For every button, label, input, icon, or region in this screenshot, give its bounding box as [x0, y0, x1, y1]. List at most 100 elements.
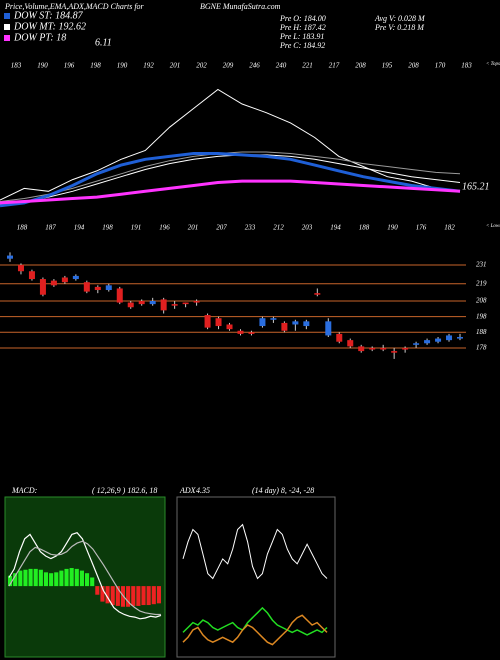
candle-body [226, 324, 233, 330]
candle-body [39, 279, 46, 295]
candle-body [248, 332, 255, 334]
bottom-tag: < Lows [486, 224, 500, 229]
price-line [0, 152, 461, 208]
candle-body [94, 286, 101, 291]
candle-body [149, 300, 156, 305]
stat: Avg V: 0.028 M [374, 14, 426, 23]
macd-bar [95, 586, 100, 595]
macd-bar [131, 586, 136, 606]
adx-params: (14 day) 8, -24, -28 [252, 486, 314, 495]
macd-bar [90, 577, 95, 587]
candle-body [336, 333, 343, 342]
adx-title: ADX [179, 486, 197, 495]
macd-bar [43, 572, 49, 587]
price-line [0, 88, 461, 201]
candle-body [138, 300, 145, 305]
legend-note: 6.11 [95, 37, 112, 48]
macd-bar [100, 586, 105, 602]
stat: Pre H: 187.42 [279, 23, 326, 32]
legend-label: DOW MT: 192.62 [13, 21, 86, 32]
macd-bar [18, 570, 23, 587]
candle-body [402, 347, 409, 350]
legend-swatch [4, 13, 10, 19]
macd-bar [105, 586, 110, 604]
bottom-label: 182 [444, 224, 455, 232]
macd-bar [13, 573, 18, 587]
macd-bar [146, 586, 151, 606]
adx-value: 4.35 [196, 486, 210, 495]
y-tick-label: 178 [476, 344, 487, 352]
price-line [0, 154, 461, 205]
top-label: 195 [382, 62, 393, 70]
top-label: 208 [355, 62, 366, 70]
candle-body [270, 318, 277, 320]
top-label: 202 [196, 62, 207, 70]
macd-bar [126, 586, 131, 607]
candle-body [72, 275, 79, 280]
adx-line [182, 614, 328, 646]
macd-bar [49, 573, 54, 587]
y-tick-label: 219 [476, 279, 487, 287]
candle-body [182, 302, 189, 305]
top-label: 192 [143, 62, 154, 70]
top-label: 183 [11, 62, 22, 70]
bottom-label: 191 [131, 224, 142, 232]
bottom-label: 196 [159, 224, 170, 232]
candle-body [413, 343, 420, 345]
macd-bar [151, 586, 156, 605]
bottom-label: 188 [17, 224, 28, 232]
macd-bar [79, 570, 84, 587]
top-label: 196 [64, 62, 75, 70]
candle-body [292, 321, 299, 325]
top-label: 190 [117, 62, 128, 70]
candle-body [347, 340, 354, 347]
adx-line [182, 523, 328, 580]
macd-bar [38, 569, 43, 587]
top-label: 209 [223, 62, 234, 70]
candle-body [391, 351, 398, 353]
price-line [0, 179, 461, 205]
legend-label: DOW PT: 18 [13, 32, 66, 43]
candle-body [116, 288, 123, 303]
candle-body [314, 293, 321, 295]
macd-bar [69, 568, 74, 587]
macd-bar [64, 568, 69, 587]
candle-body [303, 321, 310, 327]
stat: Pre O: 184.00 [279, 14, 326, 23]
candle-body [446, 335, 453, 341]
macd-bar [115, 586, 120, 606]
top-label: 198 [90, 62, 101, 70]
candle-body [160, 299, 167, 311]
macd-bar [141, 586, 146, 606]
bottom-label: 176 [416, 224, 427, 232]
macd-bar [156, 586, 161, 604]
macd-bar [74, 568, 79, 587]
legend-swatch [4, 24, 10, 30]
stat: Pre V: 0.218 M [374, 23, 425, 32]
candle-body [61, 277, 68, 283]
bottom-label: 188 [359, 224, 370, 232]
candle-body [50, 280, 57, 286]
candle-body [83, 282, 90, 292]
top-label: 183 [461, 62, 472, 70]
top-label: 221 [302, 62, 313, 70]
candle-body [424, 340, 431, 344]
candle-body [325, 321, 332, 336]
candle-body [358, 346, 365, 352]
top-label: 201 [170, 62, 181, 70]
candle-body [193, 300, 200, 303]
y-tick-label: 198 [476, 312, 487, 320]
macd-bar [136, 586, 141, 606]
candle-body [17, 264, 24, 272]
y-tick-label: 231 [476, 261, 487, 269]
top-label: 170 [435, 62, 446, 70]
macd-bar [110, 586, 115, 606]
y-tick-label: 208 [476, 297, 487, 305]
candle-body [380, 347, 387, 350]
top-label: 246 [249, 62, 260, 70]
adx-line [182, 606, 328, 636]
bottom-label: 190 [387, 224, 398, 232]
macd-params: ( 12,26,9 ) 182.6, 18 [92, 486, 157, 495]
legend-swatch [4, 35, 10, 41]
candle-body [435, 338, 442, 342]
